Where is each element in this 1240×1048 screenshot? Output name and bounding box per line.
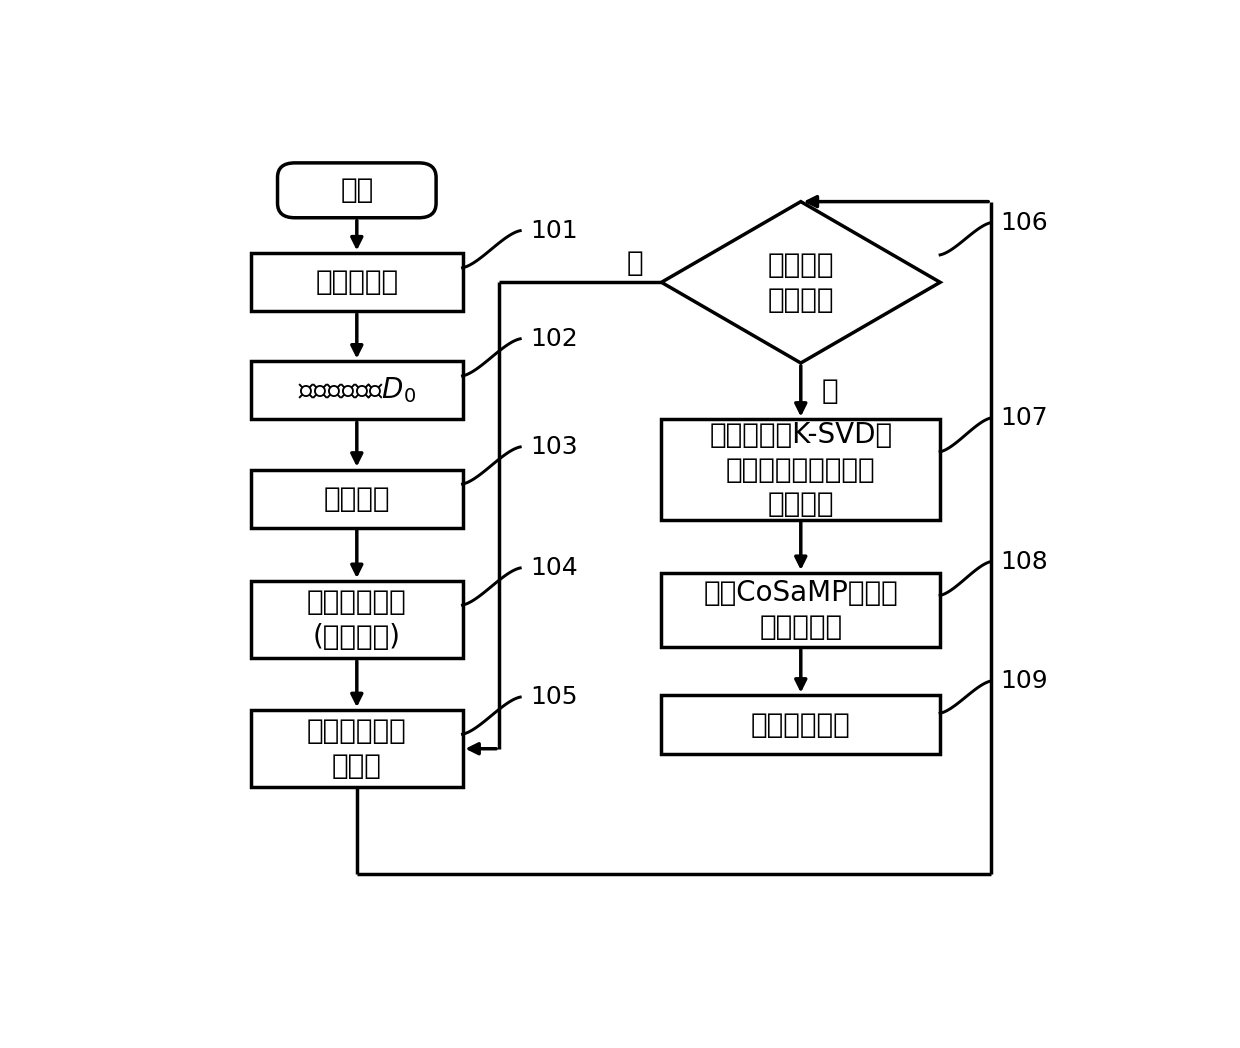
Bar: [250, 709, 463, 787]
Text: 利用CoSaMP算法进
行数据重构: 利用CoSaMP算法进 行数据重构: [703, 578, 898, 641]
Bar: [661, 696, 940, 754]
Text: 101: 101: [529, 219, 578, 243]
Text: 设定初始字典$D_0$: 设定初始字典$D_0$: [298, 375, 415, 406]
Polygon shape: [661, 201, 940, 363]
Text: 否: 否: [626, 249, 642, 277]
Bar: [250, 470, 463, 527]
Text: 更新对应的表
达系数: 更新对应的表 达系数: [308, 718, 407, 780]
Text: 用训练好的K-SVD字
典对待测样本进行降
采样处理: 用训练好的K-SVD字 典对待测样本进行降 采样处理: [709, 421, 893, 518]
Text: 107: 107: [1001, 406, 1048, 430]
Bar: [661, 419, 940, 520]
Text: 104: 104: [529, 556, 578, 580]
Bar: [250, 254, 463, 311]
Bar: [250, 581, 463, 658]
Text: 108: 108: [1001, 549, 1049, 573]
Text: 样本数据集: 样本数据集: [315, 268, 398, 297]
Bar: [661, 573, 940, 647]
Text: 是否满足
收敛条件: 是否满足 收敛条件: [768, 252, 835, 313]
Text: 106: 106: [1001, 211, 1049, 235]
Text: 开始: 开始: [340, 176, 373, 204]
Text: 稀疏编码: 稀疏编码: [324, 484, 391, 512]
Text: 更新字典原子
(每次一列): 更新字典原子 (每次一列): [308, 588, 407, 651]
Text: 获得重构信号: 获得重构信号: [751, 711, 851, 739]
Text: 是: 是: [821, 377, 838, 406]
FancyBboxPatch shape: [278, 162, 436, 218]
Text: 105: 105: [529, 685, 578, 709]
Text: 109: 109: [1001, 669, 1048, 693]
Bar: [250, 362, 463, 419]
Text: 102: 102: [529, 327, 578, 351]
Text: 103: 103: [529, 435, 578, 459]
